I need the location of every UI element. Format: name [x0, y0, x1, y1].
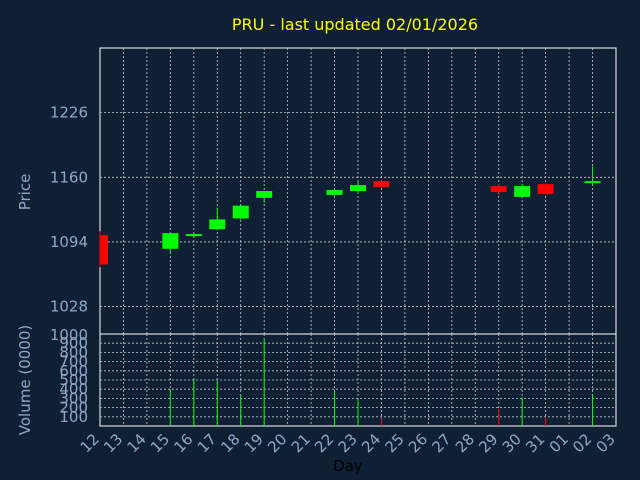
volume-tick-label: 700	[59, 353, 88, 371]
x-tick-label: 29	[475, 430, 501, 456]
candle-body	[584, 181, 601, 184]
price-tick-label: 1160	[50, 168, 88, 186]
x-tick-label: 14	[124, 430, 150, 456]
volume-bars	[169, 338, 594, 426]
volume-tick-label: 900	[59, 334, 88, 352]
x-tick-label: 21	[288, 430, 314, 456]
x-tick-label: 28	[452, 430, 478, 456]
candles	[99, 166, 601, 268]
candle-body	[185, 234, 202, 237]
chart-title: PRU - last updated 02/01/2026	[232, 15, 478, 34]
volume-tick-label: 400	[59, 380, 88, 398]
price-axis-label: Price	[16, 174, 34, 211]
x-tick-label: 16	[170, 430, 196, 456]
candle-body	[490, 186, 507, 192]
candle-body	[373, 181, 390, 188]
x-tick-label: 31	[522, 430, 548, 456]
volume-axis-label: Volume (0000)	[16, 325, 34, 435]
x-tick-label: 15	[147, 430, 173, 456]
volume-bottom-tick: 1000	[50, 326, 88, 344]
candle-body	[514, 186, 531, 197]
x-tick-label: 17	[194, 430, 220, 456]
x-tick-label: 18	[217, 430, 243, 456]
volume-tick-label: 300	[59, 389, 88, 407]
candle-body	[162, 233, 179, 249]
x-tick-label: 24	[358, 430, 384, 456]
volume-tick-label: 600	[59, 362, 88, 380]
x-axis-label: Day	[333, 457, 363, 475]
x-tick-label: 12	[77, 430, 103, 456]
volume-tick-label: 100	[59, 408, 88, 426]
price-tick-labels: 1028 1094 1160 1226	[50, 104, 88, 316]
candle-body	[232, 205, 249, 219]
x-tick-label: 01	[546, 430, 572, 456]
volume-tick-label: 800	[59, 343, 88, 361]
price-tick-label: 1226	[50, 104, 88, 122]
candle-body	[100, 235, 108, 265]
x-tick-label: 25	[382, 430, 408, 456]
x-tick-label: 03	[593, 430, 619, 456]
x-tick-label: 30	[499, 430, 525, 456]
x-tick-label: 26	[405, 430, 431, 456]
candle-body	[350, 185, 366, 191]
volume-tick-label: 500	[59, 371, 88, 389]
x-tick-label: 13	[100, 430, 126, 456]
candle-body	[537, 184, 554, 194]
volume-tick-label: 200	[59, 399, 88, 417]
x-tick-label: 20	[264, 430, 290, 456]
candle-body	[209, 219, 226, 230]
x-tick-labels: 1213141516171819202122232425262728293031…	[77, 430, 619, 456]
price-tick-label: 1028	[50, 298, 88, 316]
x-tick-label: 23	[335, 430, 361, 456]
x-tick-label: 02	[569, 430, 595, 456]
candle-body	[256, 191, 273, 198]
price-tick-label: 1094	[50, 233, 88, 251]
candle-body	[326, 190, 343, 195]
x-tick-label: 22	[311, 430, 337, 456]
x-tick-label: 19	[241, 430, 267, 456]
x-tick-label: 27	[428, 430, 454, 456]
